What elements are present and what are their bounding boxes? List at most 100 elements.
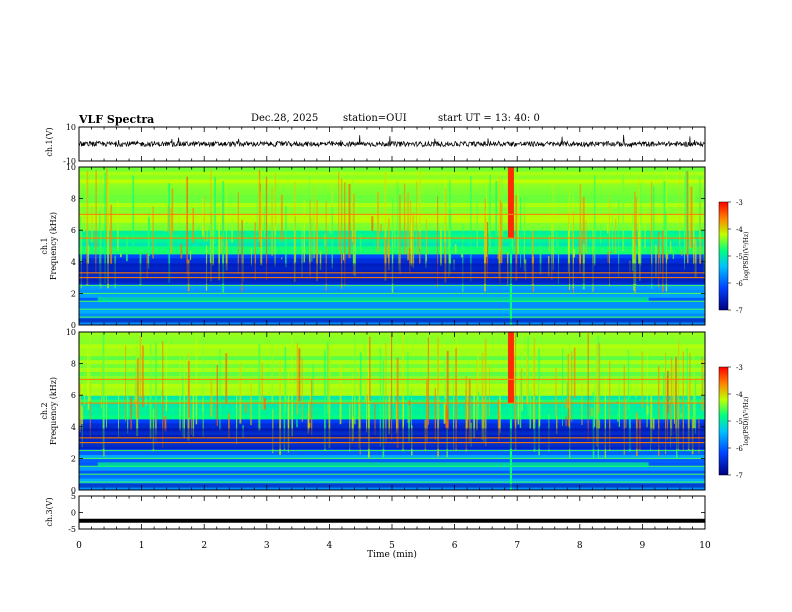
- ch3-trace: [79, 518, 705, 523]
- spectrogram-streak: [164, 230, 167, 232]
- spectrogram-streak: [95, 169, 97, 249]
- spectrogram-streak: [388, 390, 391, 435]
- y-tick-label: 10: [66, 123, 76, 132]
- spectrogram-streak: [80, 212, 82, 289]
- spectrogram-streak: [532, 347, 535, 430]
- spectrogram-streak: [410, 222, 413, 266]
- spectrogram-streak: [567, 353, 570, 409]
- spectrogram-streak: [686, 170, 689, 257]
- spectrogram-streak: [239, 362, 242, 424]
- spectrogram-streak: [408, 405, 410, 442]
- spectrogram-streak: [236, 392, 238, 445]
- spectrogram-streak: [694, 379, 697, 434]
- spectrogram-streak: [655, 244, 657, 277]
- spectrogram-line: [79, 442, 705, 444]
- spectrogram-streak: [218, 221, 220, 281]
- ch2-spectrogram-panel: [79, 332, 705, 490]
- spectrogram-streak: [523, 195, 526, 271]
- spectrogram-streak: [658, 254, 661, 258]
- spectrogram-band: [79, 478, 705, 483]
- spectrogram-streak: [303, 200, 305, 263]
- spectrogram-streak: [690, 186, 693, 248]
- y-tick-label: -10: [63, 157, 76, 166]
- spectrogram-streak: [638, 176, 640, 247]
- spectrogram-streak: [88, 245, 90, 264]
- spectrogram-streak: [81, 405, 84, 425]
- x-tick-label: 8: [577, 541, 583, 551]
- spectrogram-streak: [325, 201, 327, 291]
- y-tick-label: -5: [68, 525, 76, 534]
- y-tick-label: 8: [71, 360, 76, 369]
- spectrogram-streak: [569, 334, 571, 459]
- spectrogram-streak: [125, 345, 126, 422]
- spectrogram-streak: [310, 378, 313, 436]
- spectrogram-streak: [551, 215, 553, 280]
- spectrogram-line: [79, 473, 705, 475]
- spectrogram-streak: [455, 348, 457, 452]
- spectrogram-streak: [557, 240, 560, 284]
- spectrogram-streak: [293, 181, 296, 283]
- spectrogram-line: [79, 316, 705, 318]
- spectrogram-line: [79, 378, 705, 380]
- spectrogram-streak: [86, 170, 89, 286]
- spectrogram-streak: [489, 174, 491, 251]
- spectrogram-streak: [99, 211, 101, 286]
- spectrogram-streak: [329, 222, 331, 234]
- spectrogram-streak: [260, 191, 263, 266]
- spectrogram-streak: [338, 172, 340, 250]
- spectrogram-streak: [339, 361, 342, 425]
- spectrogram-streak: [110, 204, 113, 265]
- spectrogram-line: [79, 481, 705, 483]
- spectrogram-streak: [89, 379, 91, 438]
- spectrogram-streak: [672, 250, 675, 260]
- spectrogram-streak: [407, 192, 409, 261]
- spectrogram-streak: [684, 177, 685, 270]
- spectrogram-streak: [155, 342, 157, 435]
- spectrogram-streak: [281, 257, 283, 260]
- spectrogram-streak: [190, 418, 192, 435]
- spectrogram-streak: [168, 183, 171, 283]
- spectrogram-streak: [118, 390, 120, 437]
- spectrogram-streak: [385, 342, 387, 444]
- spectrogram-streak: [192, 390, 195, 437]
- spectrogram-streak: [316, 199, 318, 282]
- spectrogram-streak: [571, 351, 573, 422]
- spectrogram-streak: [392, 342, 395, 405]
- spectrogram-streak: [425, 253, 427, 268]
- spectrogram-streak: [460, 254, 463, 258]
- spectrogram-streak: [160, 389, 163, 404]
- spectrogram-streak: [581, 375, 583, 425]
- spectrogram-streak: [364, 334, 366, 404]
- spectrogram-streak: [203, 195, 205, 242]
- spectrogram-streak: [403, 183, 406, 255]
- spectrogram-streak: [611, 214, 613, 251]
- spectrogram-streak: [412, 212, 415, 268]
- spectrogram-streak: [604, 376, 606, 459]
- spectrogram-streak: [539, 245, 542, 275]
- spectrogram-streak: [359, 400, 361, 455]
- spectrogram-streak: [407, 351, 409, 424]
- spectrogram-streak: [216, 364, 218, 426]
- spectrogram-streak: [100, 362, 102, 409]
- spectrogram-streak: [220, 235, 222, 254]
- spectrogram-streak: [687, 382, 690, 451]
- spectrogram-band: [79, 458, 705, 463]
- spectrogram-streak: [402, 332, 404, 452]
- spectrogram-streak: [280, 194, 283, 242]
- spectrogram-streak: [573, 347, 576, 399]
- spectrogram-streak: [698, 176, 701, 242]
- spectrogram-streak: [703, 189, 705, 275]
- spectrogram-streak: [644, 206, 646, 249]
- spectrogram-streak: [130, 396, 132, 430]
- spectrogram-streak: [533, 337, 536, 423]
- colorbar-ch2: [718, 366, 729, 476]
- colorbar-tick-label: -3: [736, 199, 743, 207]
- spectrogram-streak: [162, 340, 164, 449]
- spectrogram-streak: [284, 370, 287, 403]
- spectrogram-streak: [133, 400, 135, 416]
- ch3-waveform-panel: [79, 518, 705, 523]
- spectrogram-streak: [244, 402, 247, 413]
- colorbar-label: log(PSD)(V²/Hz): [743, 397, 750, 446]
- spectrogram-line: [79, 213, 705, 215]
